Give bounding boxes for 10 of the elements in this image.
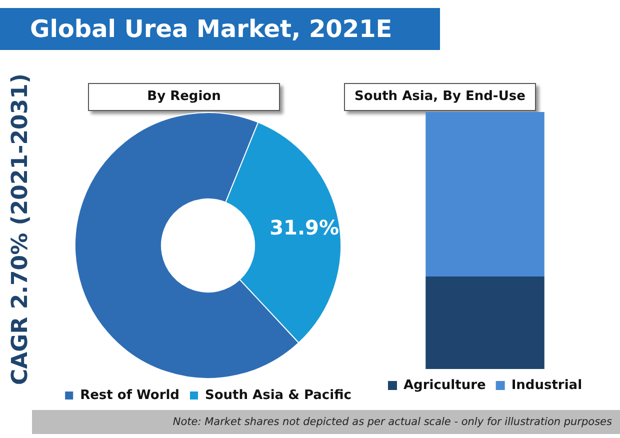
legend-label: Agriculture <box>403 378 486 393</box>
text: Note: Market shares not depicted as per actual scale - only for illustration purposes <box>32 410 620 434</box>
legend-label: Rest of World <box>80 388 180 403</box>
text: CAGR 2.70% (2021-2031) <box>8 73 33 385</box>
legend-label: South Asia & Pacific <box>204 388 352 403</box>
data-label: 31.9% <box>270 215 339 240</box>
chart-title: South Asia, By End-Use <box>344 83 536 111</box>
chart-title: Global Urea Market, 2021E <box>0 8 440 50</box>
legend-label: Industrial <box>511 378 582 393</box>
chart-subtitle: By Region <box>88 83 280 111</box>
